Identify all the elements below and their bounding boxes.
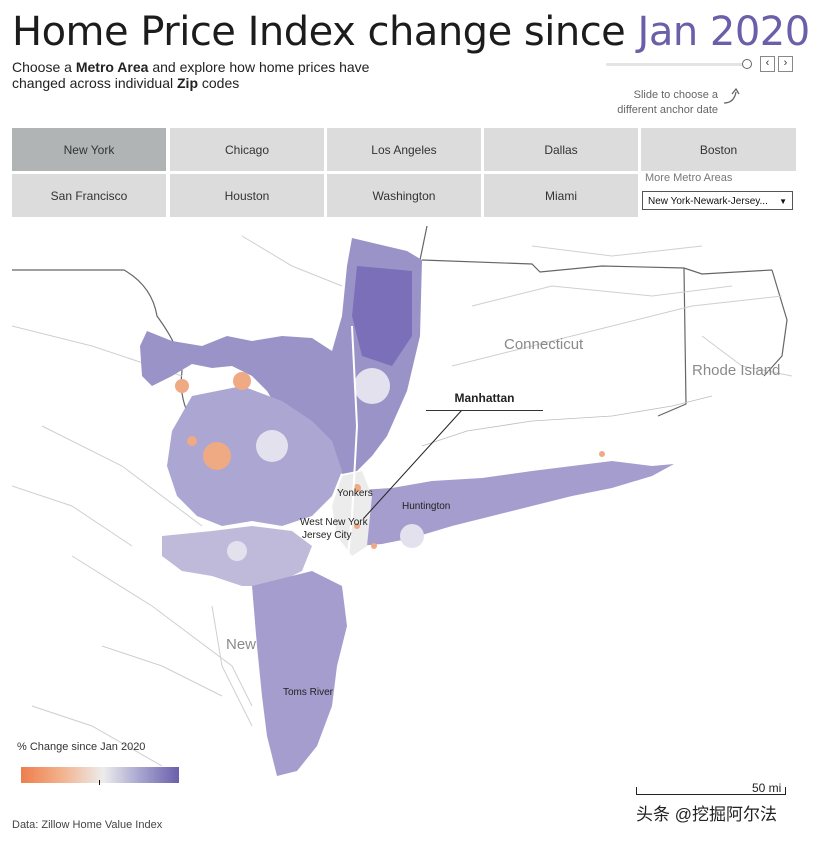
chevron-right-icon: › <box>783 57 788 69</box>
metro-tile-dallas[interactable]: Dallas <box>484 128 638 171</box>
more-metros-label: More Metro Areas <box>645 172 733 184</box>
metro-tile-los-angeles[interactable]: Los Angeles <box>327 128 481 171</box>
city-label-west-new-york: West New York <box>300 517 368 528</box>
manhattan-callout-leader <box>363 409 463 519</box>
scale-bar-label: 50 mi <box>752 781 782 795</box>
region-northern-nj <box>167 386 342 526</box>
metro-tile-miami[interactable]: Miami <box>484 174 638 217</box>
anchor-date-slider-handle[interactable] <box>742 59 752 69</box>
region-jersey-shore <box>252 571 347 776</box>
legend-title: % Change since Jan 2020 <box>17 741 146 753</box>
subtitle-zip: Zip <box>177 75 198 91</box>
chevron-left-icon: ‹ <box>765 57 770 69</box>
title-anchor-date: Jan 2020 <box>637 9 811 55</box>
legend-zero-tick <box>99 780 100 785</box>
hudson-river <box>347 325 359 557</box>
next-date-button[interactable]: › <box>778 56 793 72</box>
watermark: 头条 @挖掘阿尔法 <box>636 805 777 824</box>
roads <box>11 235 793 767</box>
state-label-rhode-island: Rhode Island <box>692 362 781 379</box>
map-canvas <box>11 225 793 776</box>
previous-date-button[interactable]: ‹ <box>760 56 775 72</box>
scale-bar <box>636 787 786 795</box>
page-title: Home Price Index change since Jan 2020 <box>12 6 810 58</box>
map-area[interactable]: Connecticut Rhode Island New Yonkers Hun… <box>11 225 796 818</box>
state-label-connecticut: Connecticut <box>504 336 584 353</box>
manhattan-callout: Manhattan <box>426 386 543 411</box>
region-long-island <box>342 461 674 546</box>
city-label-jersey-city: Jersey City <box>302 530 352 541</box>
curved-arrow-icon <box>723 87 740 104</box>
title-text: Home Price Index change since <box>12 9 638 55</box>
region-price-decline-hotspots <box>175 372 605 549</box>
anchor-date-slider-track[interactable] <box>606 63 748 66</box>
region-orange-county <box>352 266 412 366</box>
metro-area-dropdown[interactable]: New York-Newark-Jersey... ▼ <box>642 191 793 210</box>
state-label-new-jersey: New <box>226 636 257 653</box>
city-label-yonkers: Yonkers <box>337 488 373 499</box>
city-label-toms-river: Toms River <box>283 687 334 698</box>
slider-hint: Slide to choose a different anchor date <box>617 89 718 116</box>
subtitle-text-1: Choose a <box>12 59 76 75</box>
subtitle-text-3: codes <box>198 75 240 91</box>
region-light-tracts <box>227 368 424 561</box>
metro-area-selected: New York-Newark-Jersey... <box>648 196 768 207</box>
subtitle-text-2: and explore how home prices have changed… <box>12 59 370 91</box>
subtitle: Choose a Metro Area and explore how home… <box>12 59 392 91</box>
region-hudson-valley <box>140 238 422 474</box>
metro-tile-washington[interactable]: Washington <box>327 174 481 217</box>
metro-tile-new-york[interactable]: New York <box>12 128 166 171</box>
metro-tile-boston[interactable]: Boston <box>641 128 796 171</box>
subtitle-metro-area: Metro Area <box>75 59 149 75</box>
city-label-huntington: Huntington <box>402 501 451 512</box>
dropdown-arrow-icon: ▼ <box>779 197 787 206</box>
metro-tile-chicago[interactable]: Chicago <box>170 128 324 171</box>
metro-tile-san-francisco[interactable]: San Francisco <box>12 174 166 217</box>
legend-color-ramp <box>21 767 179 783</box>
data-source: Data: Zillow Home Value Index <box>12 819 163 831</box>
metro-tile-houston[interactable]: Houston <box>170 174 324 217</box>
